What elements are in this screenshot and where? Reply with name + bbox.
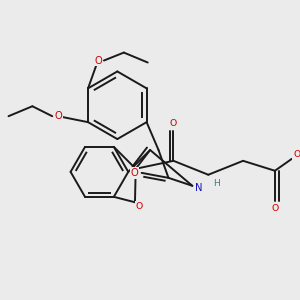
- Text: O: O: [135, 202, 142, 211]
- Text: O: O: [271, 204, 278, 213]
- Text: O: O: [94, 56, 102, 65]
- Text: O: O: [54, 111, 62, 121]
- Text: N: N: [195, 183, 202, 193]
- Text: H: H: [213, 179, 220, 188]
- Text: O: O: [131, 168, 139, 178]
- Text: O: O: [170, 118, 177, 127]
- Text: O: O: [293, 150, 300, 159]
